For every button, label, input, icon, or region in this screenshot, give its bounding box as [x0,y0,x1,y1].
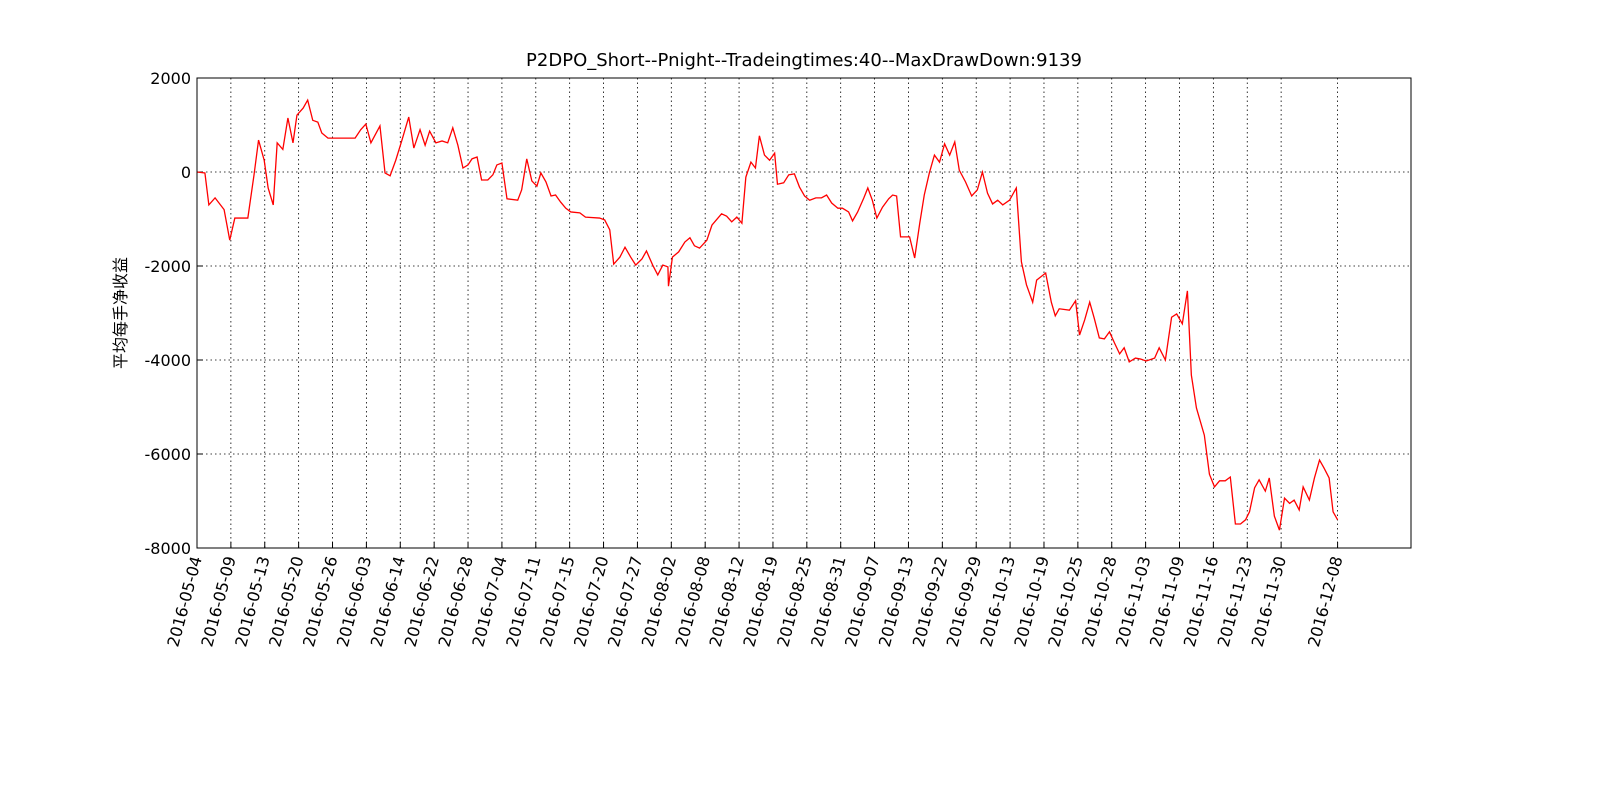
y-axis-label: 平均每手净收益 [111,257,130,369]
chart-title: P2DPO_Short--Pnight--Tradeingtimes:40--M… [526,50,1082,71]
data-line [196,98,1339,531]
y-tick-label: -2000 [145,257,192,276]
x-tick-label: 2016-12-08 [1304,554,1346,649]
y-tick-label: -4000 [145,351,192,370]
y-tick-label: 0 [181,163,191,182]
y-tick-label: -6000 [145,445,192,464]
plot-frame [196,77,1412,549]
x-tick-label: 2016-11-30 [1248,554,1290,649]
y-tick-label: 2000 [150,69,191,88]
y-tick-label: -8000 [145,539,192,558]
